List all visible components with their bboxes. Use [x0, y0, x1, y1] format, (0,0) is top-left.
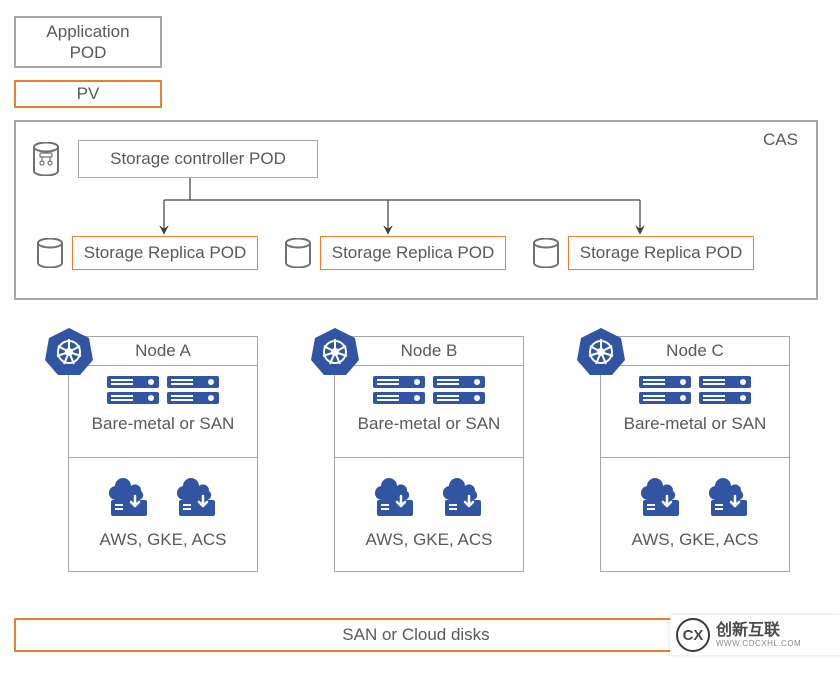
- controller-pod-label: Storage controller POD: [110, 149, 286, 169]
- watermark: CX 创新互联 WWW.CDCXHL.COM: [670, 615, 840, 655]
- replica-pod-box-2: Storage Replica POD: [568, 236, 754, 270]
- watermark-cn: 创新互联: [716, 623, 801, 639]
- app-pod-label: Application POD: [46, 21, 129, 64]
- pv-label: PV: [77, 84, 100, 104]
- pv-box: PV: [14, 80, 162, 108]
- node-b-body2-label: AWS, GKE, ACS: [366, 530, 493, 550]
- node-c-body1: Bare-metal or SAN: [600, 366, 790, 458]
- k8s-badge-c: [576, 326, 626, 376]
- node-a-rack-icon: [107, 376, 219, 406]
- node-c-body1-label: Bare-metal or SAN: [624, 414, 767, 434]
- k8s-badge-a: [44, 326, 94, 376]
- node-c-cloud-icon: [637, 472, 753, 520]
- node-c-title: Node C: [600, 336, 790, 366]
- node-b-body1: Bare-metal or SAN: [334, 366, 524, 458]
- node-c-body2: AWS, GKE, ACS: [600, 458, 790, 572]
- watermark-en: WWW.CDCXHL.COM: [716, 639, 801, 648]
- node-a-body1-label: Bare-metal or SAN: [92, 414, 235, 434]
- replica-cylinder-icon-1: [284, 238, 312, 268]
- node-b-title: Node B: [334, 336, 524, 366]
- node-a-title-label: Node A: [135, 341, 191, 361]
- cas-label: CAS: [763, 130, 798, 150]
- node-a-body2: AWS, GKE, ACS: [68, 458, 258, 572]
- app-pod-box: Application POD: [14, 16, 162, 68]
- node-c-rack-icon: [639, 376, 751, 406]
- replica-cylinder-icon-2: [532, 238, 560, 268]
- node-a-cloud-icon: [105, 472, 221, 520]
- replica-pod-box-0: Storage Replica POD: [72, 236, 258, 270]
- replica-pod-label-1: Storage Replica POD: [332, 243, 495, 263]
- node-c-title-label: Node C: [666, 341, 724, 361]
- watermark-logo-icon: CX: [676, 618, 710, 652]
- controller-cylinder-icon: [32, 142, 60, 176]
- replica-pod-label-2: Storage Replica POD: [580, 243, 743, 263]
- node-a-body1: Bare-metal or SAN: [68, 366, 258, 458]
- replica-pod-label-0: Storage Replica POD: [84, 243, 247, 263]
- node-b-cloud-icon: [371, 472, 487, 520]
- node-b-body2: AWS, GKE, ACS: [334, 458, 524, 572]
- node-a-title: Node A: [68, 336, 258, 366]
- replica-cylinder-icon-0: [36, 238, 64, 268]
- controller-pod-box: Storage controller POD: [78, 140, 318, 178]
- node-b-rack-icon: [373, 376, 485, 406]
- san-label: SAN or Cloud disks: [342, 625, 489, 645]
- k8s-badge-b: [310, 326, 360, 376]
- node-a-body2-label: AWS, GKE, ACS: [100, 530, 227, 550]
- node-b-title-label: Node B: [401, 341, 458, 361]
- node-c-body2-label: AWS, GKE, ACS: [632, 530, 759, 550]
- replica-pod-box-1: Storage Replica POD: [320, 236, 506, 270]
- node-b-body1-label: Bare-metal or SAN: [358, 414, 501, 434]
